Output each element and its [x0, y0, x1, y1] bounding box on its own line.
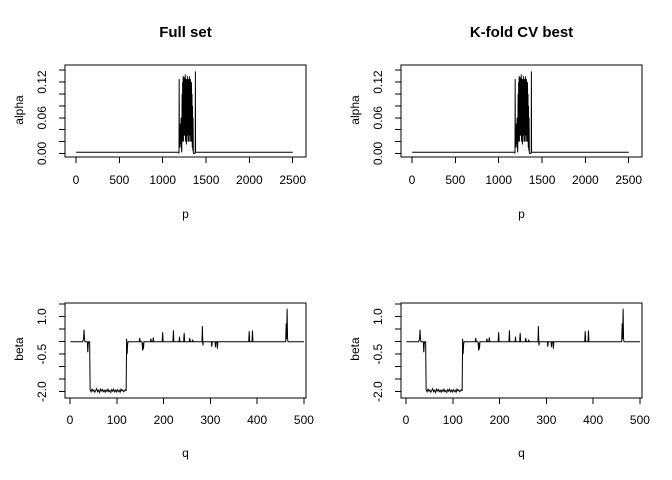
x-tick-label: 200 [490, 413, 510, 427]
y-tick-label: 0.06 [35, 106, 49, 130]
plot-area-kfold-beta: 0 100 200 300 400 500 -2.0 -0.5 1.0 [371, 302, 650, 427]
x-tick-label: 1000 [149, 173, 176, 187]
y-axis-ticks: -2.0 -0.5 1.0 [35, 303, 65, 402]
x-tick-label: 0 [67, 413, 74, 427]
y-axis-label: alpha [348, 95, 362, 125]
panel-top-right: 0 500 1000 1500 2000 2500 0.00 0.06 0.12 K-fold … [336, 0, 672, 240]
x-tick-label: 1000 [485, 173, 512, 187]
x-axis-ticks: 0 500 1000 1500 2000 2500 [409, 157, 642, 187]
x-tick-label: 200 [154, 413, 174, 427]
x-tick-label: 500 [109, 173, 129, 187]
y-tick-label: 0.06 [371, 106, 385, 130]
x-tick-label: 1500 [529, 173, 556, 187]
y-tick-label: 1.0 [35, 308, 49, 325]
y-tick-label: 1.0 [371, 308, 385, 325]
y-axis-ticks: 0.00 0.06 0.12 [371, 69, 401, 165]
x-axis-label: q [182, 446, 189, 460]
plot-box [64, 302, 307, 399]
y-tick-label: -2.0 [35, 381, 49, 402]
x-tick-label: 500 [445, 173, 465, 187]
y-tick-label: 0.12 [35, 70, 49, 94]
x-axis-ticks: 0 500 1000 1500 2000 2500 [73, 157, 306, 187]
plot-area-kfold-alpha: 0 500 1000 1500 2000 2500 0.00 0.06 0.12 [371, 64, 643, 187]
y-axis-ticks: -2.0 -0.5 1.0 [371, 303, 401, 402]
x-tick-label: 500 [630, 413, 650, 427]
panel-title: Full set [159, 24, 212, 41]
x-axis-label: p [182, 207, 189, 221]
x-tick-label: 2500 [279, 173, 306, 187]
x-axis-label: q [518, 446, 525, 460]
panel-top-left: 0 500 1000 1500 2000 2500 0.00 0.06 0.12 Full se… [0, 0, 336, 240]
x-tick-label: 500 [294, 413, 314, 427]
y-tick-label: 0.00 [371, 141, 385, 165]
data-line-beta [70, 308, 304, 394]
x-tick-label: 400 [583, 413, 603, 427]
x-tick-label: 0 [409, 173, 416, 187]
y-tick-label: -0.5 [371, 344, 385, 365]
x-tick-label: 2000 [572, 173, 599, 187]
x-tick-label: 300 [200, 413, 220, 427]
data-line-alpha [76, 71, 293, 154]
plot-area-full-set-beta: 0 100 200 300 400 500 -2.0 -0.5 1.0 [35, 302, 314, 427]
y-tick-label: -0.5 [35, 344, 49, 365]
x-tick-label: 100 [443, 413, 463, 427]
plot-box [400, 302, 643, 399]
y-tick-label: 0.12 [371, 70, 385, 94]
x-tick-label: 2000 [236, 173, 263, 187]
plot-box [64, 64, 307, 158]
plot-box [400, 64, 643, 158]
panel-bottom-right: 0 100 200 300 400 500 -2.0 -0.5 1.0 beta q [336, 240, 672, 480]
data-line-alpha [412, 71, 629, 154]
x-tick-label: 400 [247, 413, 267, 427]
x-tick-label: 0 [403, 413, 410, 427]
x-tick-label: 1500 [193, 173, 220, 187]
x-tick-label: 100 [107, 413, 127, 427]
y-tick-label: -2.0 [371, 381, 385, 402]
x-tick-label: 2500 [615, 173, 642, 187]
y-axis-label: beta [348, 337, 362, 361]
x-axis-ticks: 0 100 200 300 400 500 [67, 398, 314, 427]
panel-bottom-left: 0 100 200 300 400 500 -2.0 -0.5 1.0 beta q [0, 240, 336, 480]
data-line-beta [406, 308, 640, 394]
x-axis-label: p [518, 207, 525, 221]
y-tick-label: 0.00 [35, 141, 49, 165]
y-axis-ticks: 0.00 0.06 0.12 [35, 69, 65, 165]
y-axis-label: beta [12, 337, 26, 361]
x-axis-ticks: 0 100 200 300 400 500 [403, 398, 650, 427]
plot-area-full-set-alpha: 0 500 1000 1500 2000 2500 0.00 0.06 0.12 [35, 64, 307, 187]
x-tick-label: 0 [73, 173, 80, 187]
panel-title: K-fold CV best [469, 24, 574, 41]
x-tick-label: 300 [536, 413, 556, 427]
y-axis-label: alpha [12, 95, 26, 125]
